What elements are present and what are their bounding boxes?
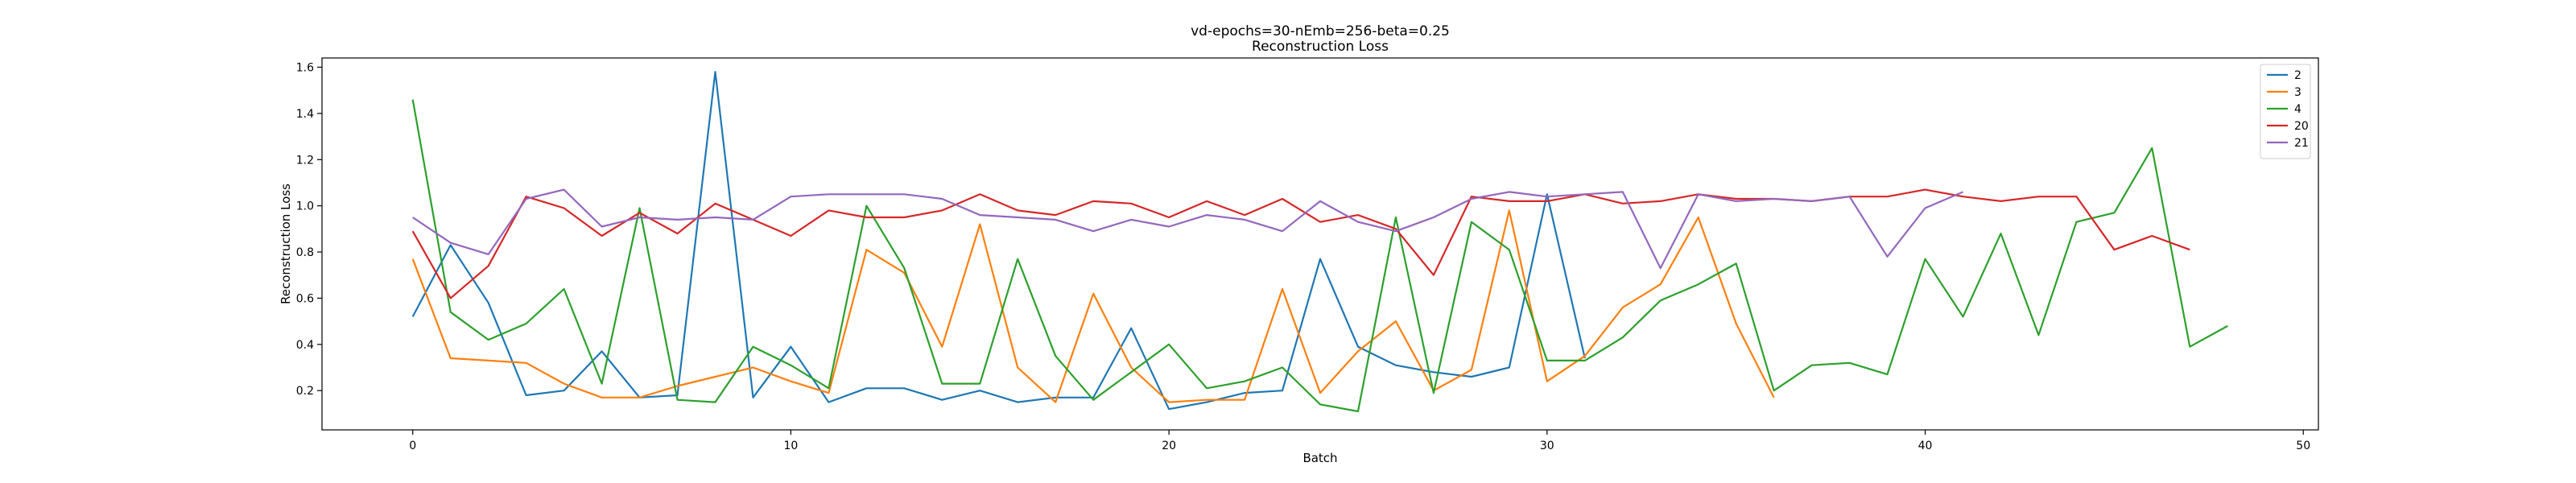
- x-tick-label: 30: [1540, 440, 1554, 452]
- legend-box: [2260, 64, 2311, 159]
- plot-frame: [321, 57, 2319, 431]
- series-line-21: [412, 188, 1963, 270]
- y-axis: 0.2 0.4 0.6 0.8 1.0 1.2 1.4 1.6: [296, 61, 322, 398]
- y-axis-label: Reconstruction Loss: [279, 184, 293, 304]
- y-tick-label: 0.2: [296, 385, 314, 398]
- legend-label-21: 21: [2294, 137, 2309, 150]
- x-tick-label: 40: [1918, 440, 1933, 452]
- x-tick-label: 20: [1162, 440, 1176, 452]
- x-tick-label: 50: [2296, 440, 2310, 452]
- legend-label-20: 20: [2294, 120, 2309, 133]
- x-tick-label: 0: [409, 440, 416, 452]
- y-tick-label: 0.6: [296, 292, 314, 305]
- legend-label-4: 4: [2294, 103, 2301, 116]
- series-line-3: [411, 209, 1775, 403]
- y-tick-label: 1.6: [296, 61, 314, 74]
- chart-subtitle: Reconstruction Loss: [1252, 39, 1389, 55]
- x-axis: 0 10 20 30 40 50: [409, 430, 2310, 452]
- legend-label-3: 3: [2294, 86, 2301, 99]
- x-axis-label: Batch: [1302, 451, 1337, 465]
- y-tick-label: 1.4: [296, 108, 314, 121]
- chart-title: vd-epochs=30-nEmb=256-beta=0.25: [1191, 23, 1450, 39]
- y-tick-label: 0.4: [296, 339, 314, 352]
- x-tick-label: 10: [784, 440, 799, 452]
- y-tick-label: 0.8: [296, 246, 314, 259]
- series-line-4: [411, 99, 2228, 413]
- legend-label-2: 2: [2294, 69, 2301, 82]
- series-line-20: [411, 188, 2190, 299]
- legend: 2 3 4 20 21: [2260, 64, 2311, 159]
- series-line-2: [411, 71, 1586, 411]
- plot-area: [411, 71, 2228, 413]
- y-tick-label: 1.2: [296, 154, 314, 167]
- y-tick-label: 1.0: [296, 200, 314, 213]
